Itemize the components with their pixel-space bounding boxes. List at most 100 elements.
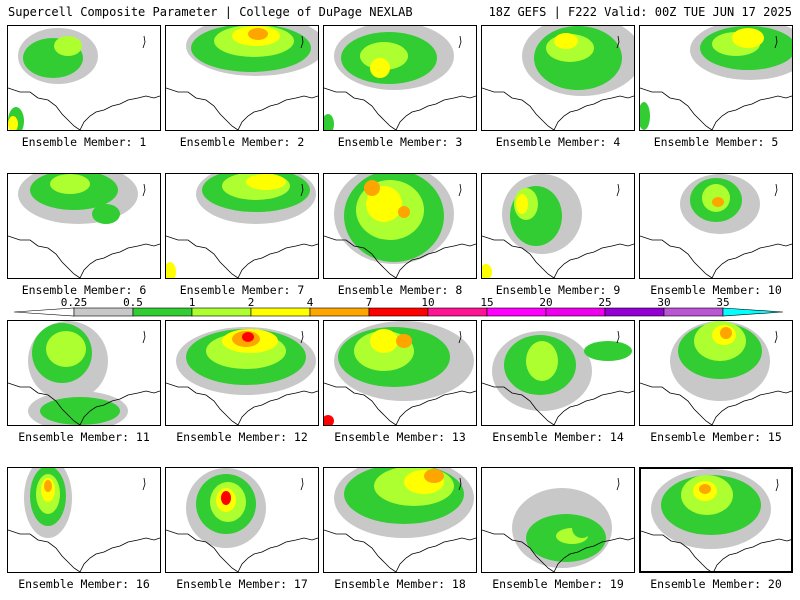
color-scale-segment [486, 307, 547, 317]
coastline [8, 529, 160, 572]
ensemble-member-map-3 [323, 25, 477, 131]
ensemble-member-map-18 [323, 467, 477, 573]
ensemble-member-label: Ensemble Member: 5 [653, 135, 779, 149]
coastline [482, 382, 634, 425]
lake-outline [142, 35, 146, 49]
coastline [166, 87, 318, 130]
scp-contour-blob [720, 327, 732, 339]
map-field [324, 174, 476, 278]
scp-contour-blob [482, 264, 492, 278]
coastline [8, 235, 160, 278]
lake-outline [300, 477, 304, 491]
scp-contour-blob [398, 206, 410, 218]
color-scale-segment [73, 307, 134, 317]
color-scale-bar [13, 307, 784, 317]
scp-contour-blob [324, 415, 334, 425]
color-scale-tick-label: 30 [657, 296, 671, 309]
ensemble-member-map-9 [481, 173, 635, 279]
scp-contour-blob [640, 102, 650, 130]
lake-outline [774, 330, 778, 344]
coastline [324, 382, 476, 425]
ensemble-member-label: Ensemble Member: 3 [337, 135, 463, 149]
coastline [482, 235, 634, 278]
map-field [166, 26, 318, 130]
ensemble-member-label: Ensemble Member: 4 [495, 135, 621, 149]
coastline [640, 235, 792, 278]
map-field [166, 327, 318, 425]
map-field [8, 321, 160, 425]
coastline [482, 87, 634, 130]
ensemble-member-label: Ensemble Member: 14 [492, 430, 624, 444]
color-scale-tick-label: 4 [306, 296, 314, 309]
color-scale-segment [13, 307, 75, 317]
ensemble-member-label: Ensemble Member: 15 [650, 430, 782, 444]
ensemble-member-map-10 [639, 173, 793, 279]
ensemble-member-map-20 [639, 467, 793, 573]
ensemble-member-map-19 [481, 467, 635, 573]
ensemble-member-label: Ensemble Member: 7 [179, 283, 305, 297]
color-scale-segment [250, 307, 311, 317]
ensemble-member-label: Ensemble Member: 10 [650, 283, 782, 297]
map-field [8, 28, 160, 130]
color-scale-segment [604, 307, 665, 317]
map-field [641, 469, 791, 571]
scp-contour-blob [44, 480, 52, 492]
ensemble-member-label: Ensemble Member: 18 [334, 577, 466, 591]
scp-contour-blob [584, 341, 632, 361]
scp-contour-blob [699, 484, 711, 494]
color-scale-tick-label: 0.25 [60, 296, 88, 309]
color-scale-tick-label: 15 [480, 296, 494, 309]
map-field [640, 174, 792, 278]
color-scale-segment [132, 307, 193, 317]
lake-outline [300, 183, 304, 197]
ensemble-member-label: Ensemble Member: 19 [492, 577, 624, 591]
lake-outline [142, 330, 146, 344]
scp-contour-blob [50, 174, 90, 194]
ensemble-member-map-13 [323, 320, 477, 426]
scp-contour-blob [370, 58, 390, 78]
ensemble-member-label: Ensemble Member: 11 [18, 430, 150, 444]
map-field [324, 26, 476, 130]
map-field [640, 26, 792, 130]
scp-contour-blob [516, 194, 528, 214]
lake-outline [458, 477, 462, 491]
ensemble-member-label: Ensemble Member: 6 [21, 283, 147, 297]
scp-contour-blob [364, 180, 380, 196]
scp-contour-blob [242, 332, 254, 342]
lake-outline [775, 478, 779, 492]
scp-contour-blob [554, 33, 578, 49]
coastline [8, 87, 160, 130]
ensemble-member-label: Ensemble Member: 13 [334, 430, 466, 444]
coastline [166, 529, 318, 572]
color-scale-segment [545, 307, 606, 317]
scp-contour-blob [424, 469, 444, 483]
color-scale-segment [722, 307, 784, 317]
ensemble-member-label: Ensemble Member: 16 [18, 577, 150, 591]
ensemble-member-map-8 [323, 173, 477, 279]
map-field [482, 26, 634, 130]
ensemble-member-map-7 [165, 173, 319, 279]
ensemble-member-map-1 [7, 25, 161, 131]
ensemble-member-label: Ensemble Member: 8 [337, 283, 463, 297]
map-field [8, 468, 160, 572]
map-field [8, 174, 160, 278]
coastline [324, 87, 476, 130]
map-field [166, 468, 318, 572]
scp-contour-blob [732, 28, 764, 48]
scp-contour-blob [396, 334, 412, 348]
lake-outline [616, 330, 620, 344]
ensemble-member-map-6 [7, 173, 161, 279]
scp-contour-blob [166, 262, 176, 278]
color-scale-segment [427, 307, 488, 317]
lake-outline [142, 183, 146, 197]
ensemble-member-label: Ensemble Member: 9 [495, 283, 621, 297]
map-field [640, 321, 792, 425]
color-scale-tick-label: 25 [598, 296, 612, 309]
ensemble-member-map-15 [639, 320, 793, 426]
run-valid-time: 18Z GEFS | F222 Valid: 00Z TUE JUN 17 20… [488, 5, 792, 19]
coastline [482, 529, 634, 572]
coastline [640, 382, 792, 425]
color-scale-tick-label: 0.5 [123, 296, 143, 309]
scp-contour-blob [526, 341, 558, 381]
map-title: Supercell Composite Parameter | College … [8, 5, 413, 19]
